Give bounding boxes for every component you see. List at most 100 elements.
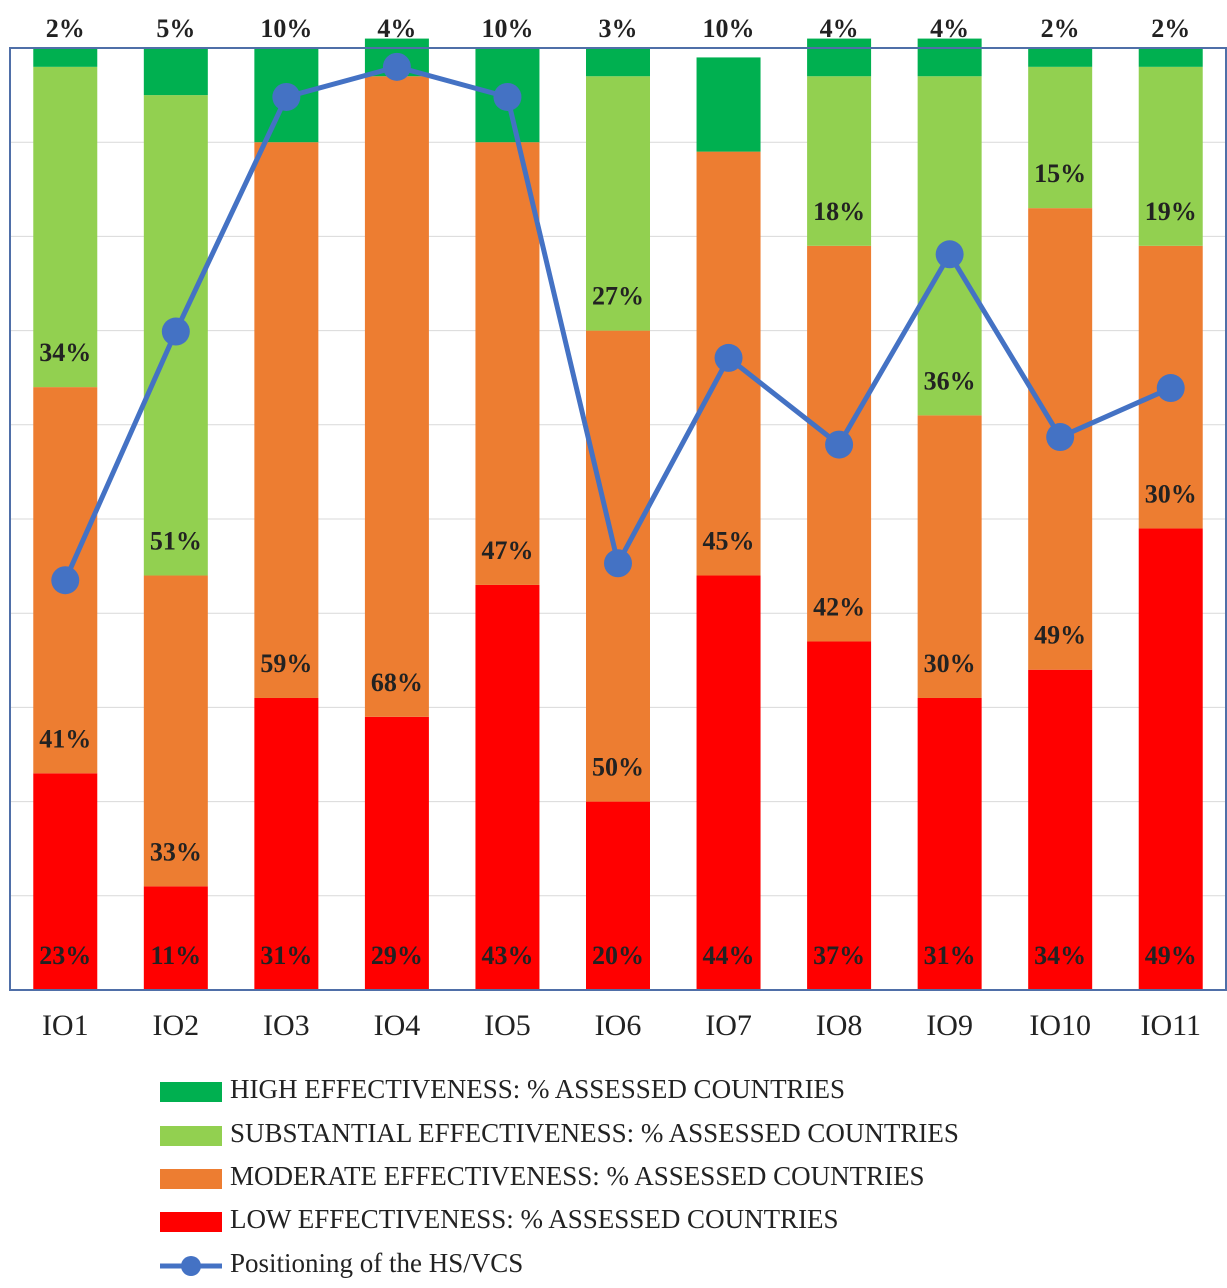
bar-segment — [696, 57, 761, 152]
bar-segment — [475, 142, 540, 585]
bar-segment — [1028, 66, 1093, 209]
bar-segment — [917, 697, 982, 990]
bar-segment — [364, 76, 429, 717]
x-tick-label: IO11 — [1140, 1009, 1201, 1042]
data-label: 10% — [703, 14, 755, 43]
bar-segment — [254, 697, 319, 990]
data-label: 43% — [481, 941, 533, 970]
data-label: 18% — [813, 197, 865, 226]
legend-label: HIGH EFFECTIVENESS: % ASSESSED COUNTRIES — [230, 1074, 845, 1104]
bar-segment — [586, 76, 650, 331]
data-label: 5% — [156, 14, 195, 43]
data-label: 11% — [151, 941, 202, 970]
bar-segment — [586, 48, 650, 77]
data-label: 23% — [39, 941, 91, 970]
data-label: 47% — [481, 536, 533, 565]
bar-segment — [475, 584, 540, 990]
data-label: 2% — [46, 14, 85, 43]
bar-segment — [917, 415, 982, 698]
line-marker — [825, 430, 854, 459]
data-label: 2% — [1041, 14, 1080, 43]
line-marker — [272, 82, 301, 111]
legend-label: SUBSTANTIAL EFFECTIVENESS: % ASSESSED CO… — [230, 1118, 959, 1148]
bar-segment — [696, 575, 761, 990]
bar-segment — [586, 801, 650, 990]
data-label: 30% — [1145, 479, 1197, 508]
bar-segment — [807, 641, 872, 990]
x-tick-label: IO10 — [1029, 1009, 1091, 1042]
line-marker — [604, 549, 632, 578]
bar-segment — [33, 48, 98, 67]
legend-label: LOW EFFECTIVENESS: % ASSESSED COUNTRIES — [230, 1204, 839, 1234]
data-label: 34% — [1034, 941, 1086, 970]
line-marker — [161, 317, 190, 346]
data-label: 34% — [39, 338, 91, 367]
line-marker — [1046, 423, 1075, 452]
data-label: 3% — [599, 14, 638, 43]
legend-marker — [181, 1256, 201, 1276]
data-label: 10% — [481, 14, 533, 43]
data-label: 37% — [813, 941, 865, 970]
line-marker — [51, 566, 80, 595]
data-label: 36% — [924, 366, 976, 395]
data-label: 15% — [1034, 159, 1086, 188]
plot-border — [9, 47, 1227, 991]
data-label: 4% — [377, 14, 416, 43]
data-label: 51% — [150, 526, 202, 555]
legend-swatch — [160, 1169, 222, 1189]
bar-segment — [1028, 48, 1093, 67]
bar-segment — [1138, 528, 1203, 990]
x-tick-label: IO4 — [374, 1009, 421, 1042]
bar-segment — [1138, 48, 1203, 67]
legend-label: MODERATE EFFECTIVENESS: % ASSESSED COUNT… — [230, 1161, 925, 1191]
x-tick-label: IO5 — [484, 1009, 531, 1042]
data-label: 19% — [1145, 197, 1197, 226]
data-label: 29% — [371, 941, 423, 970]
data-label: 20% — [592, 941, 644, 970]
bar-segment — [807, 76, 872, 246]
bar-segment — [33, 66, 98, 388]
x-tick-label: IO7 — [705, 1009, 752, 1042]
x-tick-label: IO9 — [926, 1009, 973, 1042]
data-label: 45% — [703, 526, 755, 555]
data-label: 27% — [592, 282, 644, 311]
bar-segment — [33, 773, 98, 990]
bar-segment — [364, 716, 429, 990]
data-label: 31% — [260, 941, 312, 970]
bar-segment — [917, 38, 982, 77]
line-marker — [714, 343, 743, 372]
bar-segment — [143, 575, 208, 887]
data-label: 33% — [150, 837, 202, 866]
data-label: 49% — [1034, 621, 1086, 650]
data-label: 68% — [371, 668, 423, 697]
x-tick-label: IO2 — [152, 1009, 199, 1042]
data-label: 30% — [924, 649, 976, 678]
bar-segment — [143, 886, 208, 990]
bar-segment — [1028, 669, 1093, 990]
x-tick-label: IO1 — [42, 1009, 89, 1042]
bar-segment — [254, 142, 319, 698]
line-marker — [382, 52, 411, 81]
legend-swatch — [160, 1082, 222, 1102]
legend-label: Positioning of the HS/VCS — [230, 1248, 523, 1278]
data-label: 2% — [1151, 14, 1190, 43]
data-label: 4% — [930, 14, 969, 43]
data-label: 10% — [260, 14, 312, 43]
data-label: 41% — [39, 724, 91, 753]
x-tick-label: IO8 — [816, 1009, 863, 1042]
data-label: 4% — [820, 14, 859, 43]
x-tick-label: IO6 — [595, 1009, 642, 1042]
legend-swatch — [160, 1126, 222, 1146]
data-label: 42% — [813, 592, 865, 621]
line-marker — [493, 82, 522, 111]
data-label: 59% — [260, 649, 312, 678]
line-marker — [935, 240, 964, 269]
legend-swatch — [160, 1212, 222, 1232]
bar-segment — [807, 38, 872, 77]
line-marker — [1156, 374, 1185, 403]
bar-segment — [143, 48, 208, 96]
data-label: 44% — [703, 941, 755, 970]
data-label: 31% — [924, 941, 976, 970]
x-tick-label: IO3 — [263, 1009, 310, 1042]
